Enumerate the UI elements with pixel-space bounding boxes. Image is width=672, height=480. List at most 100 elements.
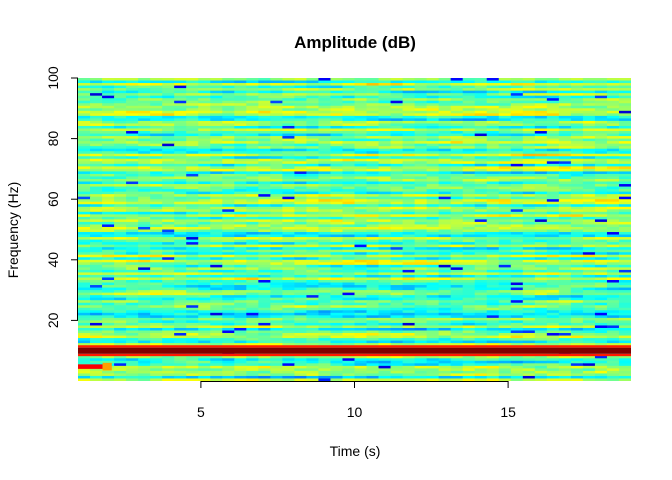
- heatmap-cell: [426, 80, 440, 84]
- heatmap-cell: [258, 206, 271, 210]
- heatmap-cell: [318, 98, 332, 102]
- heatmap-cell: [582, 83, 596, 87]
- heatmap-cell: [378, 242, 392, 246]
- heatmap-cell: [486, 128, 500, 132]
- heatmap-cell: [558, 113, 572, 117]
- heatmap-cell: [498, 88, 512, 92]
- heatmap-cell: [294, 80, 308, 84]
- heatmap-cell: [390, 267, 404, 271]
- heatmap-cell: [138, 161, 151, 165]
- heatmap-cell: [282, 300, 295, 304]
- heatmap-cell: [78, 143, 91, 147]
- heatmap-cell: [606, 343, 620, 347]
- heatmap-cell: [570, 330, 584, 334]
- heatmap-cell: [522, 226, 536, 231]
- heatmap-cell: [162, 108, 175, 112]
- heatmap-cell: [294, 259, 308, 263]
- heatmap-cell: [354, 80, 368, 84]
- heatmap-cell: [210, 244, 223, 248]
- heatmap-cell: [186, 136, 199, 140]
- heatmap-cell: [126, 340, 139, 344]
- heatmap-cell: [258, 310, 271, 314]
- heatmap-cell: [234, 153, 247, 157]
- heatmap-cell: [198, 196, 211, 200]
- heatmap-cell: [510, 292, 524, 296]
- heatmap-cell: [126, 80, 139, 84]
- heatmap-cell: [234, 287, 247, 291]
- heatmap-cell: [378, 216, 392, 221]
- heatmap-cell: [390, 340, 404, 344]
- heatmap-cell: [618, 156, 631, 160]
- heatmap-cell: [198, 163, 211, 167]
- heatmap-cell: [378, 330, 392, 334]
- heatmap-cell: [330, 166, 344, 170]
- heatmap-cell: [354, 113, 368, 117]
- heatmap-cell: [594, 338, 608, 342]
- heatmap-cell: [210, 335, 223, 339]
- heatmap-cell: [246, 113, 259, 117]
- heatmap-cell: [174, 234, 187, 238]
- heatmap-cell: [426, 257, 440, 261]
- heatmap-cell: [534, 229, 548, 233]
- heatmap-cell: [570, 163, 584, 167]
- heatmap-cell: [570, 262, 584, 266]
- heatmap-cell: [342, 280, 356, 284]
- heatmap-cell: [210, 201, 223, 205]
- heatmap-cell: [546, 229, 560, 233]
- heatmap-cell: [354, 125, 368, 130]
- heatmap-cell: [450, 209, 464, 213]
- heatmap-cell: [210, 158, 223, 162]
- heatmap-cell: [582, 141, 596, 145]
- heatmap-cell: [234, 115, 247, 120]
- heatmap-cell: [570, 280, 584, 284]
- heatmap-cell: [462, 78, 476, 82]
- heatmap-cell: [366, 340, 380, 344]
- heatmap-cell: [426, 184, 440, 188]
- heatmap-cell: [474, 340, 488, 344]
- heatmap-cell: [414, 90, 428, 94]
- heatmap-cell: [282, 242, 295, 246]
- heatmap-cell: [486, 156, 500, 160]
- heatmap-cell: [534, 93, 548, 97]
- heatmap-cell: [402, 307, 416, 311]
- heatmap-cell: [126, 343, 139, 347]
- heatmap-cell: [234, 249, 247, 253]
- heatmap-cell: [90, 317, 103, 322]
- heatmap-cell: [174, 181, 187, 185]
- heatmap-cell: [234, 320, 247, 324]
- heatmap-cell: [186, 189, 199, 193]
- heatmap-cell: [282, 221, 295, 226]
- heatmap-cell: [486, 173, 500, 178]
- heatmap-cell: [342, 151, 356, 155]
- heatmap-cell: [450, 242, 464, 246]
- heatmap-cell: [570, 138, 584, 142]
- heatmap-cell: [186, 219, 199, 223]
- heatmap-cell: [606, 216, 620, 221]
- heatmap-cell: [78, 78, 91, 82]
- heatmap-cell: [174, 80, 187, 84]
- heatmap-cell: [318, 335, 332, 339]
- heatmap-cell: [474, 280, 488, 284]
- heatmap-cell: [534, 136, 548, 140]
- heatmap-cell: [150, 196, 163, 200]
- heatmap-cell: [438, 330, 452, 334]
- heatmap-cell: [162, 226, 175, 231]
- heatmap-cell: [486, 146, 500, 150]
- heatmap-cell: [78, 317, 91, 322]
- heatmap-cell: [522, 282, 536, 286]
- heatmap-cell: [102, 290, 115, 294]
- heatmap-cell: [474, 285, 488, 289]
- heatmap-cell: [114, 105, 127, 109]
- heatmap-cell: [78, 272, 91, 276]
- heatmap-cell: [498, 257, 512, 261]
- heatmap-cell: [354, 216, 368, 221]
- heatmap-cell: [342, 269, 356, 274]
- heatmap-cell: [510, 85, 524, 89]
- heatmap-cell: [162, 333, 175, 337]
- heatmap-cell: [78, 136, 91, 140]
- heatmap-cell: [546, 209, 560, 213]
- heatmap-cell: [570, 244, 584, 248]
- heatmap-cell: [438, 335, 452, 339]
- heatmap-cell: [174, 186, 187, 190]
- heatmap-cell: [534, 302, 548, 306]
